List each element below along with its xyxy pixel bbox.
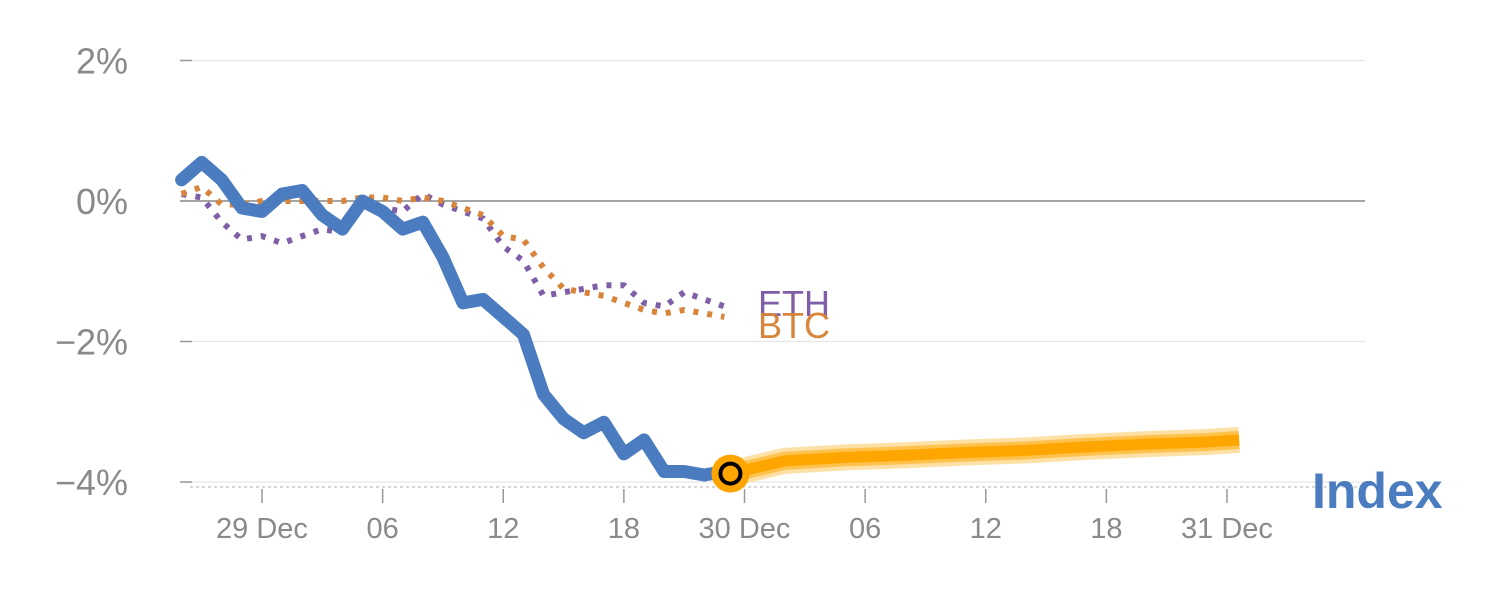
x-tick-label: 12 <box>970 513 1002 545</box>
x-tick-label: 12 <box>487 513 519 545</box>
current-point-halo <box>711 454 750 493</box>
x-tick-label: 06 <box>849 513 881 545</box>
x-tick-label: 06 <box>366 513 398 545</box>
btc-series-label: BTC <box>758 305 830 346</box>
x-tick-label: 31 Dec <box>1181 513 1273 545</box>
eth-line <box>181 191 726 310</box>
y-axis: 2% 0% −2% −4% <box>55 41 192 503</box>
y-tick-label: 0% <box>76 181 128 222</box>
y-tick-label: −4% <box>55 462 128 503</box>
x-axis: 29 Dec 06 12 18 30 Dec 06 12 18 31 Dec <box>216 489 1273 545</box>
series-layer <box>175 155 1240 493</box>
forecast-line <box>729 434 1240 479</box>
series-labels: ETH BTC Index <box>758 283 1443 519</box>
current-point-marker <box>718 461 743 486</box>
index-series-label: Index <box>1312 463 1443 519</box>
y-tick-label: 2% <box>76 41 128 82</box>
y-tick-label: −2% <box>55 322 128 363</box>
eth-series-label: ETH <box>758 283 830 324</box>
grid-layer <box>180 59 1365 488</box>
x-tick-label: 29 Dec <box>216 513 308 545</box>
x-tick-label: 18 <box>1090 513 1122 545</box>
x-tick-label: 18 <box>608 513 640 545</box>
x-tick-label: 30 Dec <box>699 513 791 545</box>
index-line <box>175 155 751 482</box>
